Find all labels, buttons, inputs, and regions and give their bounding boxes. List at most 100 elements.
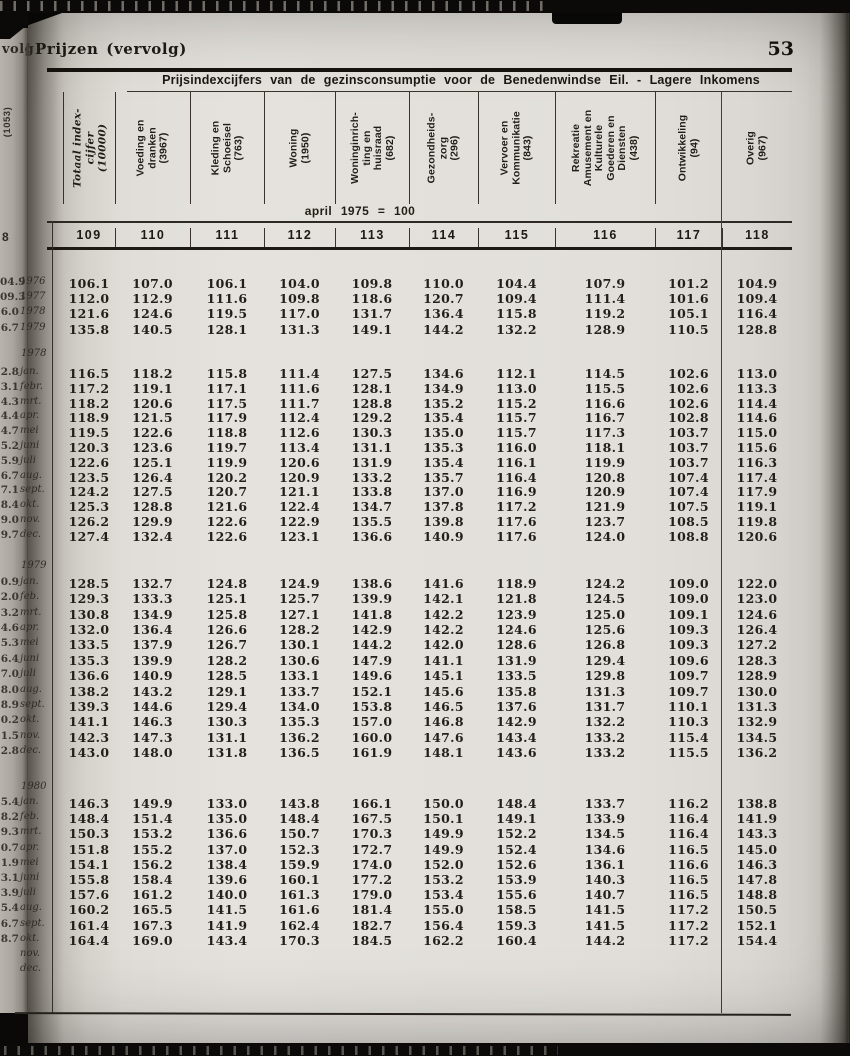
facing-page-cut-value: 0.2 [0, 714, 19, 727]
cell: 115.2 [496, 395, 537, 411]
cell: 122.6 [132, 425, 173, 441]
cell: 124.5 [584, 591, 626, 607]
cell: 121.5 [132, 410, 173, 426]
cell: 161.3 [279, 887, 320, 903]
table-row: 6.7 1979 135.8 140.5 128.1 131.3 149.1 144.2 132… [0, 322, 795, 337]
cell: 117.6 [496, 528, 537, 544]
facing-page-cut-value: 5.4 [0, 796, 19, 808]
page-number: 53 [767, 38, 794, 60]
cell: 125.0 [584, 606, 626, 622]
column-header-label: Voeding en dranken (3967) [134, 119, 170, 177]
cell: 128.1 [351, 380, 393, 396]
table-row: 6.4 juni 135.3 139.9 128.2 130.6 147.9 141.1 131… [0, 653, 795, 668]
facing-page-cut-value: 1.9 [0, 856, 19, 869]
facing-page-cut-value: 5.2 [0, 440, 19, 452]
cell: 127.5 [351, 366, 393, 381]
cell: 111.4 [584, 291, 626, 307]
cell: 162.2 [423, 932, 464, 948]
cell: 135.8 [68, 321, 110, 337]
table-row: 8.0 aug. 138.2 143.2 129.1 133.7 152.1 145.6 135… [0, 684, 795, 699]
cell: 144.2 [423, 321, 464, 337]
cell: 143.4 [496, 729, 537, 745]
cell: 109.0 [668, 576, 709, 591]
cell: 127.1 [279, 606, 320, 622]
cell: 129.4 [206, 698, 248, 714]
cell: 129.8 [584, 668, 626, 684]
cell: 136.2 [279, 729, 320, 745]
cell: 109.0 [668, 591, 709, 607]
cell: 153.2 [423, 872, 464, 887]
cell: 133.8 [351, 484, 393, 500]
cell: 129.3 [68, 591, 110, 607]
cell: 115.7 [496, 425, 537, 441]
cell: 142.1 [423, 591, 464, 607]
cell: 109.1 [668, 606, 709, 622]
binding-stitches-top [0, 1, 558, 11]
row-label: okt. [20, 499, 40, 511]
column-number-109: 109 [76, 228, 102, 242]
cell: 145.1 [423, 668, 464, 684]
cell: 133.7 [584, 796, 626, 811]
row-label: mei [20, 856, 39, 868]
cell: 118.6 [351, 291, 393, 307]
cell: 118.9 [496, 576, 537, 591]
column-separator-overig [721, 92, 723, 1013]
cell: 157.6 [68, 887, 110, 903]
cell: 103.7 [668, 425, 709, 441]
cell: 120.7 [206, 484, 248, 500]
cell: 112.9 [132, 291, 173, 307]
cell: 116.1 [496, 454, 537, 470]
cell: 146.3 [736, 856, 778, 872]
cell: 152.0 [423, 856, 464, 872]
cell: 142.2 [423, 622, 464, 638]
cell: 116.0 [496, 440, 537, 455]
cell: 116.6 [668, 856, 709, 872]
table-row: 3.9 juli 157.6 161.2 140.0 161.3 179.0 153.4 155… [0, 887, 795, 902]
cell: 179.0 [351, 887, 393, 903]
cell: 109.3 [668, 637, 709, 653]
cell: 122.6 [68, 454, 110, 470]
cell: 155.6 [496, 887, 537, 903]
cell: 121.6 [206, 499, 248, 515]
facing-page-cut-value: 7.1 [0, 484, 19, 497]
cell: 116.5 [68, 366, 110, 381]
cell: 133.9 [584, 811, 626, 827]
facing-page-cut-value: 5.3 [0, 637, 19, 650]
cell: 141.9 [206, 917, 248, 933]
cell: 148.8 [736, 887, 778, 903]
cell: 143.2 [132, 683, 173, 699]
cell: 137.0 [423, 484, 464, 500]
cell: 103.7 [668, 440, 709, 455]
facing-page-column-number-fragment: 8 [2, 230, 9, 244]
table-title: Prijsindexcijfers van de gezinsconsumpti… [162, 73, 760, 87]
row-label: juni [20, 440, 40, 451]
table-row: 4.6 apr. 132.0 136.4 126.6 128.2 142.9 142.2 124… [0, 622, 795, 637]
cell: 135.3 [279, 714, 320, 730]
cell: 141.1 [68, 714, 110, 730]
cell: 136.4 [423, 306, 464, 322]
cell: 143.3 [736, 826, 778, 842]
cell: 124.8 [206, 576, 248, 591]
table-row: 8.7 okt. 164.4 169.0 143.4 170.3 184.5 162.2 160… [0, 933, 795, 948]
table-row: 6.7 aug. 123.5 126.4 120.2 120.9 133.2 135.7 116… [0, 470, 795, 485]
cell: 132.4 [132, 528, 173, 544]
cell: 182.7 [351, 917, 393, 933]
cell: 140.0 [206, 887, 248, 903]
cell: 165.5 [132, 902, 173, 918]
cell: 125.7 [279, 591, 320, 607]
cell: 129.4 [584, 652, 626, 668]
section-title: Prijzen (vervolg) [35, 40, 187, 58]
cell: 109.3 [668, 622, 709, 638]
cell: 149.6 [351, 668, 393, 684]
cell: 151.4 [132, 811, 173, 827]
cell: 117.2 [496, 499, 537, 515]
facing-page-cut-value: 0.9 [0, 576, 19, 588]
table-row: 0.9 jan. 128.5 132.7 124.8 124.9 138.6 141.6 118… [0, 576, 795, 591]
cell: 151.8 [68, 841, 110, 857]
cell: 134.7 [351, 499, 393, 515]
cell: 109.7 [668, 668, 709, 684]
cell: 138.8 [736, 796, 778, 811]
column-header-label: Woning (1950) [287, 128, 311, 168]
cell: 146.3 [132, 714, 173, 730]
